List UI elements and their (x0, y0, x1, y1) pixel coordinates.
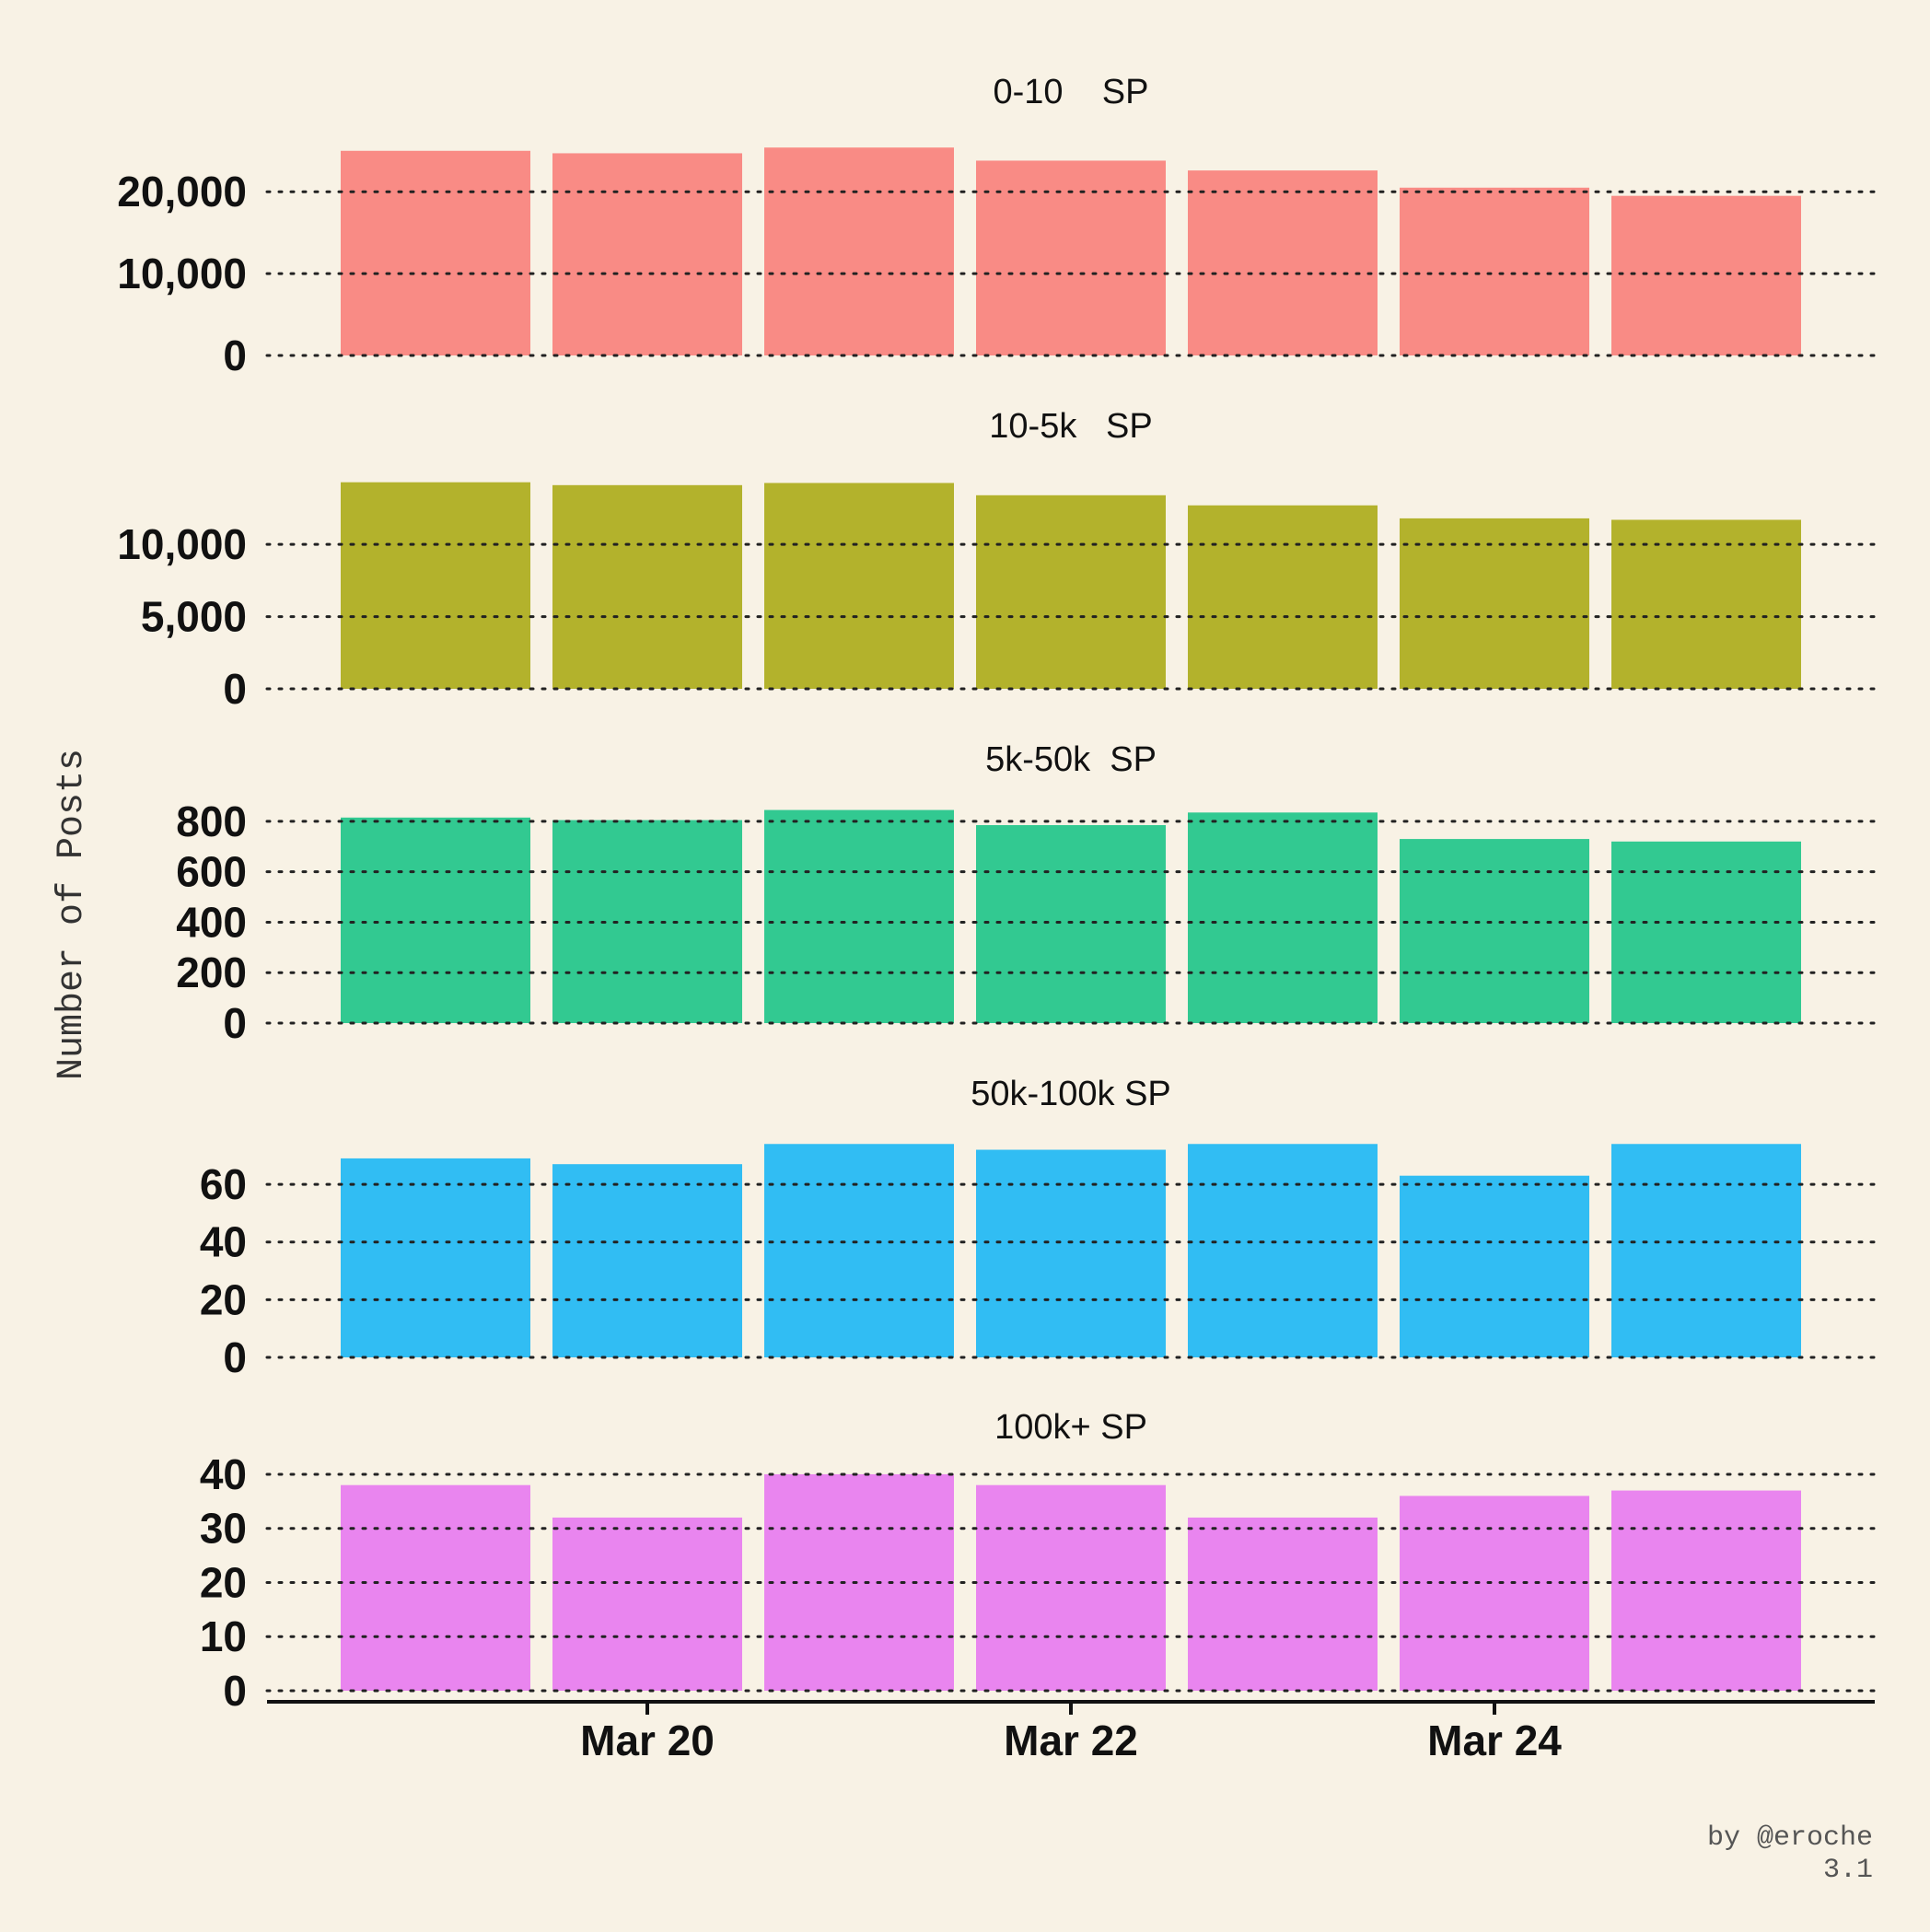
y-tick-label: 20 (200, 1275, 247, 1323)
y-tick-label: 10,000 (117, 520, 247, 568)
bar (764, 809, 954, 1023)
bar (552, 1164, 742, 1357)
bar (976, 1149, 1166, 1357)
bar (1188, 170, 1378, 355)
bar (341, 1484, 530, 1691)
y-tick-label: 600 (176, 848, 247, 896)
bar (552, 484, 742, 689)
bar (976, 160, 1166, 355)
x-tick-label: Mar 24 (1427, 1717, 1562, 1764)
panel-3: 0 20 40 60 50k-100k SP (200, 1075, 1877, 1381)
bar (764, 483, 954, 689)
y-tick-label: 20,000 (117, 168, 247, 215)
bar (1611, 1144, 1801, 1357)
y-tick-label: 40 (200, 1450, 247, 1498)
bar (1611, 841, 1801, 1023)
y-tick-label: 30 (200, 1505, 247, 1553)
bar (1400, 518, 1589, 689)
y-tick-label: 0 (223, 1333, 247, 1381)
credit-author: by @eroche (1707, 1822, 1873, 1854)
panel-0: 0 10,000 20,000 0-10 SP (117, 73, 1877, 379)
bar (1188, 505, 1378, 689)
bar (976, 1484, 1166, 1691)
bar (764, 147, 954, 355)
bar (1400, 187, 1589, 355)
y-tick-label: 10,000 (117, 250, 247, 297)
credit-version: 3.1 (1823, 1855, 1873, 1886)
x-tick-label: Mar 22 (1004, 1717, 1138, 1764)
y-axis-label: Number of Posts (52, 749, 93, 1080)
y-tick-label: 40 (200, 1218, 247, 1266)
y-tick-label: 10 (200, 1612, 247, 1660)
bar (341, 1158, 530, 1357)
bar (1611, 1490, 1801, 1691)
bar (1611, 195, 1801, 355)
panel-title: 50k-100k SP (971, 1075, 1171, 1113)
bar (1400, 839, 1589, 1023)
y-tick-label: 5,000 (141, 593, 247, 641)
y-tick-label: 0 (223, 332, 247, 379)
bar (341, 482, 530, 689)
y-tick-label: 0 (223, 999, 247, 1047)
x-ticks: Mar 20 Mar 22 Mar 24 (580, 1702, 1562, 1764)
panel-title: 0-10 SP (994, 73, 1149, 111)
bar (341, 817, 530, 1023)
bar (341, 150, 530, 355)
bar (976, 825, 1166, 1023)
panel-title: 10-5k SP (989, 407, 1152, 446)
panel-title: 5k-50k SP (985, 740, 1157, 779)
y-tick-label: 200 (176, 949, 247, 996)
bar (1400, 1496, 1589, 1691)
y-tick-label: 60 (200, 1160, 247, 1208)
panel-4: 0 10 20 30 40 100k+ SP (200, 1408, 1877, 1715)
bar (1188, 812, 1378, 1023)
bar (552, 1517, 742, 1691)
bar (1188, 1144, 1378, 1357)
bar (552, 153, 742, 355)
bar (1188, 1517, 1378, 1691)
panel-1: 0 5,000 10,000 10-5k SP (117, 407, 1877, 713)
y-tick-label: 20 (200, 1558, 247, 1606)
bar (976, 495, 1166, 689)
bar (764, 1144, 954, 1357)
y-tick-label: 400 (176, 898, 247, 946)
y-tick-label: 800 (176, 797, 247, 845)
y-tick-label: 0 (223, 1667, 247, 1715)
y-tick-label: 0 (223, 665, 247, 713)
bar (1400, 1175, 1589, 1357)
x-tick-label: Mar 20 (580, 1717, 715, 1764)
panel-title: 100k+ SP (994, 1408, 1147, 1447)
panels: 0 10,000 20,000 0-10 SP 0 5,000 10,000 10-5k SP… (117, 73, 1877, 1715)
bar (1611, 519, 1801, 689)
